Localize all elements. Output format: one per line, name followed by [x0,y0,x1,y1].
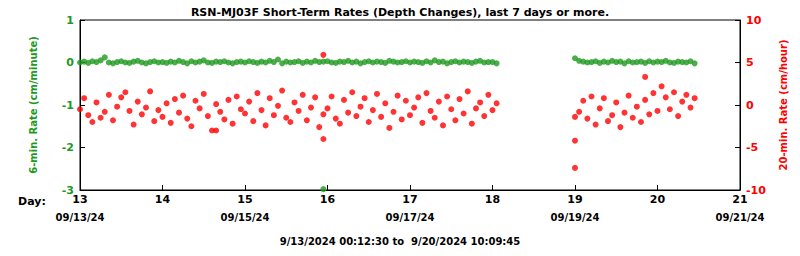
svg-text:16: 16 [320,193,336,206]
svg-text:15: 15 [237,193,252,206]
svg-text:09/15/24: 09/15/24 [220,212,269,223]
svg-text:RSN-MJ03F Short-Term Rates (De: RSN-MJ03F Short-Term Rates (Depth Change… [191,6,609,19]
svg-text:-5: -5 [746,141,758,154]
svg-text:6-min. Rate (cm/minute): 6-min. Rate (cm/minute) [28,36,39,174]
svg-text:17: 17 [402,193,417,206]
svg-text:13: 13 [72,193,87,206]
svg-text:09/17/24: 09/17/24 [385,212,434,223]
svg-text:-2: -2 [62,141,74,154]
svg-text:20-min. Rate (cm/hour): 20-min. Rate (cm/hour) [778,40,789,171]
svg-text:-10: -10 [746,184,766,197]
svg-text:0: 0 [746,99,754,112]
svg-text:09/13/24: 09/13/24 [55,212,104,223]
svg-text:09/21/24: 09/21/24 [715,212,764,223]
svg-text:19: 19 [567,193,582,206]
svg-text:18: 18 [485,193,500,206]
svg-text:-3: -3 [61,183,74,197]
svg-text:9/13/2024 00:12:30 to 9/20/20: 9/13/2024 00:12:30 to 9/20/2024 10:09:45 [280,236,521,247]
svg-text:-1: -1 [62,99,74,112]
svg-text:1: 1 [66,14,74,27]
svg-text:09/19/24: 09/19/24 [550,212,599,223]
svg-text:10: 10 [746,14,762,27]
svg-text:Day:: Day: [18,195,46,208]
svg-text:21: 21 [732,193,747,206]
svg-text:14: 14 [155,193,171,206]
svg-text:5: 5 [746,56,754,69]
svg-text:0: 0 [66,56,74,69]
svg-text:20: 20 [650,193,666,206]
